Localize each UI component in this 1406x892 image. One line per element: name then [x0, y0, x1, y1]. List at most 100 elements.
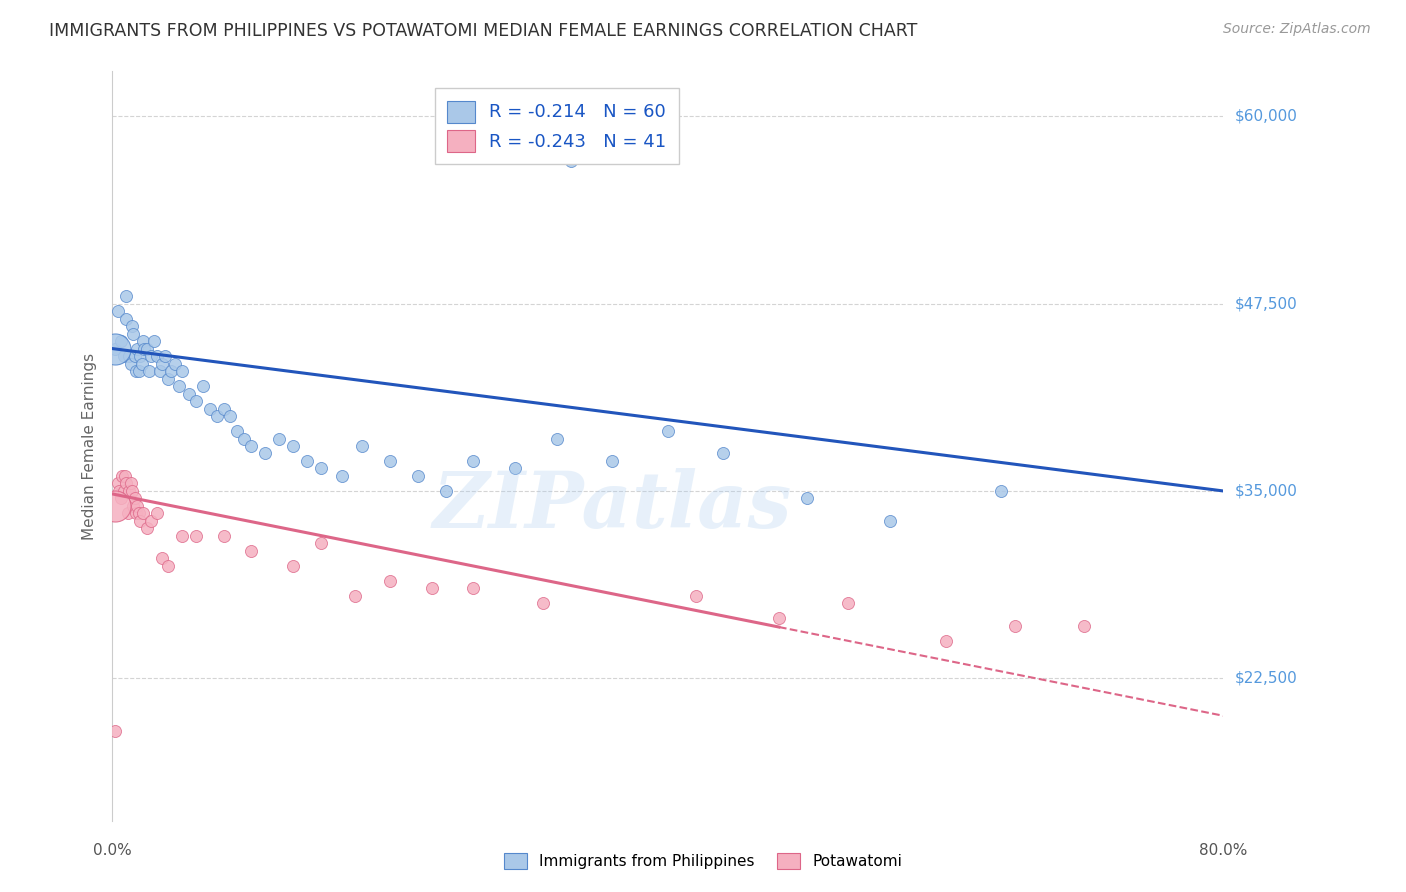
Text: 0.0%: 0.0%	[93, 843, 132, 858]
Text: 80.0%: 80.0%	[1199, 843, 1247, 858]
Point	[685, 589, 707, 603]
Point	[879, 514, 901, 528]
Point	[212, 401, 235, 416]
Point	[157, 558, 180, 573]
Point	[198, 401, 221, 416]
Point	[118, 349, 141, 363]
Point	[125, 364, 148, 378]
Point	[602, 454, 624, 468]
Point	[120, 476, 142, 491]
Point	[796, 491, 818, 506]
Point	[352, 439, 374, 453]
Text: $35,000: $35,000	[1234, 483, 1298, 499]
Point	[163, 357, 186, 371]
Point	[128, 364, 150, 378]
Point	[184, 394, 207, 409]
Point	[240, 544, 263, 558]
Point	[104, 723, 127, 738]
Point	[463, 582, 485, 596]
Point	[112, 349, 135, 363]
Point	[118, 483, 141, 498]
Point	[309, 536, 332, 550]
Point	[129, 514, 152, 528]
Point	[159, 364, 181, 378]
Point	[233, 432, 256, 446]
Point	[205, 409, 228, 423]
Point	[380, 574, 402, 588]
Point	[503, 461, 526, 475]
Point	[117, 507, 139, 521]
Point	[136, 342, 159, 356]
Point	[110, 334, 132, 348]
Point	[107, 304, 129, 318]
Point	[143, 334, 166, 348]
Point	[124, 349, 146, 363]
Point	[267, 432, 291, 446]
Point	[108, 483, 131, 498]
Point	[191, 379, 214, 393]
Point	[177, 386, 200, 401]
Point	[330, 469, 353, 483]
Point	[132, 507, 155, 521]
Point	[240, 439, 263, 453]
Legend: R = -0.214   N = 60, R = -0.243   N = 41: R = -0.214 N = 60, R = -0.243 N = 41	[434, 88, 679, 164]
Y-axis label: Median Female Earnings: Median Female Earnings	[82, 352, 97, 540]
Point	[380, 454, 402, 468]
Point	[152, 357, 174, 371]
Point	[134, 342, 156, 356]
Point	[155, 349, 177, 363]
Point	[167, 379, 190, 393]
Point	[463, 454, 485, 468]
Point	[114, 469, 136, 483]
Point	[990, 483, 1012, 498]
Point	[295, 454, 318, 468]
Point	[170, 529, 193, 543]
Point	[129, 349, 152, 363]
Point	[406, 469, 429, 483]
Point	[122, 326, 145, 341]
Point	[110, 491, 132, 506]
Point	[115, 311, 138, 326]
Point	[107, 476, 129, 491]
Point	[115, 289, 138, 303]
Point	[125, 507, 148, 521]
Point	[281, 439, 304, 453]
Point	[111, 469, 134, 483]
Point	[146, 507, 169, 521]
Point	[120, 357, 142, 371]
Point	[713, 446, 735, 460]
Point	[136, 521, 159, 535]
Text: $22,500: $22,500	[1234, 671, 1298, 686]
Point	[184, 529, 207, 543]
Text: Source: ZipAtlas.com: Source: ZipAtlas.com	[1223, 22, 1371, 37]
Point	[254, 446, 277, 460]
Point	[122, 499, 145, 513]
Point	[132, 334, 155, 348]
Point	[104, 499, 127, 513]
Point	[420, 582, 443, 596]
Point	[434, 483, 457, 498]
Text: IMMIGRANTS FROM PHILIPPINES VS POTAWATOMI MEDIAN FEMALE EARNINGS CORRELATION CHA: IMMIGRANTS FROM PHILIPPINES VS POTAWATOM…	[49, 22, 918, 40]
Point	[131, 357, 153, 371]
Point	[768, 611, 790, 625]
Point	[115, 476, 138, 491]
Text: $60,000: $60,000	[1234, 109, 1298, 124]
Point	[138, 364, 160, 378]
Point	[121, 319, 143, 334]
Point	[1073, 619, 1095, 633]
Point	[1004, 619, 1026, 633]
Point	[146, 349, 169, 363]
Point	[560, 154, 582, 169]
Point	[127, 499, 149, 513]
Point	[149, 364, 172, 378]
Text: ZIPatlas: ZIPatlas	[433, 467, 792, 544]
Legend: Immigrants from Philippines, Potawatomi: Immigrants from Philippines, Potawatomi	[498, 847, 908, 875]
Point	[104, 342, 127, 356]
Point	[226, 424, 249, 438]
Point	[141, 514, 163, 528]
Point	[934, 633, 956, 648]
Point	[546, 432, 568, 446]
Text: $47,500: $47,500	[1234, 296, 1298, 311]
Point	[170, 364, 193, 378]
Point	[152, 551, 174, 566]
